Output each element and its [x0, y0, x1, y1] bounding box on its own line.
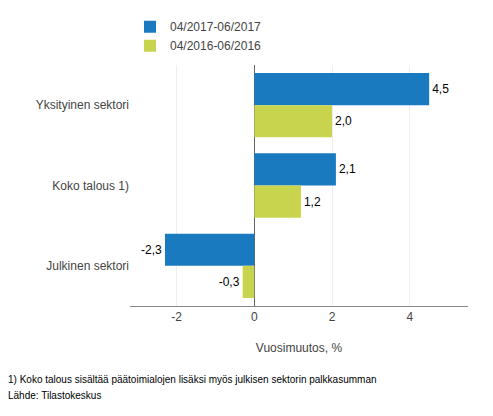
svg-text:04/2017-06/2017: 04/2017-06/2017 — [170, 20, 261, 34]
svg-text:Vuosimuutos, %: Vuosimuutos, % — [256, 341, 343, 355]
svg-text:Lähde: Tilastokeskus: Lähde: Tilastokeskus — [8, 390, 101, 401]
svg-text:-0,3: -0,3 — [219, 275, 240, 289]
svg-text:0: 0 — [251, 310, 258, 324]
svg-text:4,5: 4,5 — [432, 82, 449, 96]
svg-text:Koko talous 1): Koko talous 1) — [52, 179, 129, 193]
svg-text:2,0: 2,0 — [335, 114, 352, 128]
svg-text:04/2016-06/2016: 04/2016-06/2016 — [170, 39, 261, 53]
svg-text:4: 4 — [406, 310, 413, 324]
svg-text:1,2: 1,2 — [304, 195, 321, 209]
svg-text:2,1: 2,1 — [339, 162, 356, 176]
svg-text:2: 2 — [329, 310, 336, 324]
svg-text:-2,3: -2,3 — [141, 243, 162, 257]
svg-text:1) Koko talous sisältää päätoi: 1) Koko talous sisältää päätoimialojen l… — [8, 374, 377, 385]
svg-text:Yksityinen sektori: Yksityinen sektori — [36, 98, 129, 112]
svg-text:Julkinen sektori: Julkinen sektori — [46, 259, 129, 273]
svg-text:-2: -2 — [171, 310, 182, 324]
